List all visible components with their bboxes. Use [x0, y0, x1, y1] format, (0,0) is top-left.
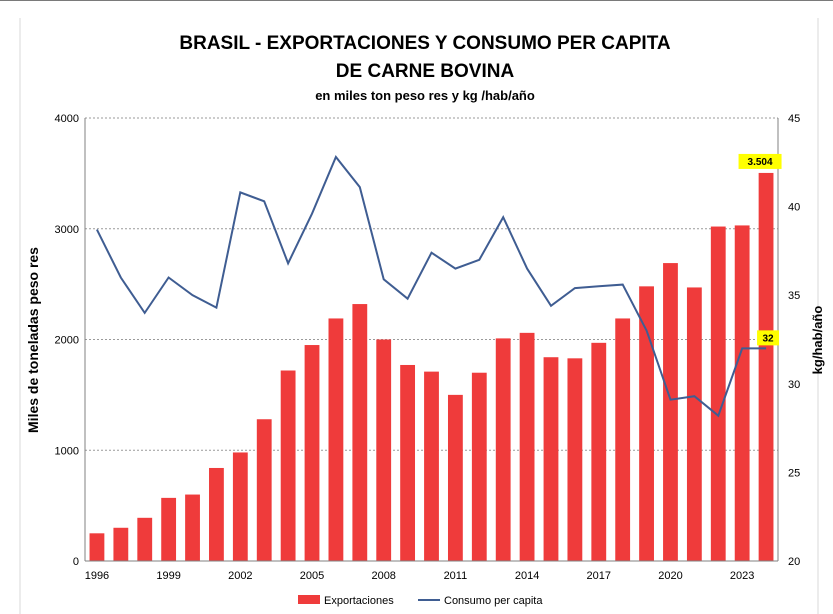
annotation-box — [738, 153, 782, 169]
bar — [185, 494, 200, 561]
legend-label-exportaciones: Exportaciones — [324, 595, 394, 607]
y-tick-label-left: 0 — [73, 556, 79, 568]
x-tick-label: 2002 — [228, 570, 252, 582]
bar — [89, 533, 105, 561]
chart-title-line2: DE CARNE BOVINA — [336, 61, 515, 82]
bar — [256, 419, 272, 561]
bar — [519, 332, 535, 561]
bar — [161, 497, 177, 561]
bar — [543, 357, 559, 561]
y-axis-right-label: kg/hab/año — [810, 306, 825, 375]
annotation-label: 3.504 — [748, 157, 773, 168]
y-tick-label-left: 1000 — [55, 445, 79, 457]
bar — [376, 339, 392, 561]
bar — [639, 286, 654, 561]
line-series-consumo — [96, 155, 767, 418]
x-tick-label: 2023 — [730, 570, 754, 582]
legend-label-consumo: Consumo per capita — [444, 595, 543, 607]
y-tick-label-right: 35 — [788, 290, 800, 302]
bar — [232, 452, 248, 561]
legend: Exportaciones Consumo per capita — [298, 595, 543, 607]
y-axis-left-ticks: 0 1000 2000 3000 4000 — [55, 113, 79, 568]
y-tick-label-right: 20 — [788, 556, 800, 568]
legend-swatch-exportaciones — [298, 595, 320, 604]
bar — [328, 318, 344, 561]
y-axis-right-ticks: 20 25 30 35 40 45 — [788, 113, 800, 568]
bar — [400, 364, 416, 561]
x-tick-label: 1996 — [85, 570, 109, 582]
bar — [352, 304, 368, 561]
bar — [663, 263, 678, 561]
y-tick-label-right: 25 — [788, 467, 800, 479]
y-tick-label-left: 2000 — [55, 335, 79, 347]
x-tick-label: 2008 — [371, 570, 395, 582]
x-axis-ticks: 1996 1999 2002 2005 2008 2011 2014 2017 2020 2023 — [85, 570, 755, 582]
bar — [758, 172, 774, 561]
y-tick-label-right: 30 — [788, 379, 800, 391]
bar — [209, 467, 224, 561]
bar — [137, 517, 153, 561]
bar — [113, 527, 129, 561]
x-tick-label: 2005 — [300, 570, 324, 582]
bar — [686, 287, 702, 561]
y-tick-label-right: 45 — [788, 113, 800, 125]
bar — [447, 394, 463, 561]
bar — [710, 226, 726, 561]
chart-subtitle: en miles ton peso res y kg /hab/año — [315, 88, 535, 103]
y-axis-left-label: Miles de toneladas peso res — [25, 247, 41, 433]
chart-title-line1: BRASIL - EXPORTACIONES Y CONSUMO PER CAP… — [179, 33, 671, 54]
bar — [734, 225, 750, 562]
bar-series-exportaciones — [89, 172, 774, 562]
bar — [615, 318, 631, 561]
x-tick-label: 2020 — [658, 570, 682, 582]
x-tick-label: 2017 — [587, 570, 611, 582]
bar — [495, 338, 511, 561]
bar — [280, 370, 296, 561]
bar — [591, 342, 607, 561]
annotations: 3.504 32 — [738, 153, 782, 346]
x-tick-label: 1999 — [156, 570, 180, 582]
bar — [567, 358, 583, 561]
annotation-label: 32 — [762, 333, 774, 344]
x-tick-label: 2011 — [444, 570, 468, 582]
bar — [304, 345, 320, 561]
bar — [471, 372, 487, 561]
y-tick-label-left: 3000 — [55, 224, 79, 236]
y-tick-label-left: 4000 — [55, 113, 79, 125]
bar — [424, 371, 439, 561]
y-tick-label-right: 40 — [788, 202, 800, 214]
annotation-box — [757, 330, 780, 346]
x-tick-label: 2014 — [515, 570, 539, 582]
